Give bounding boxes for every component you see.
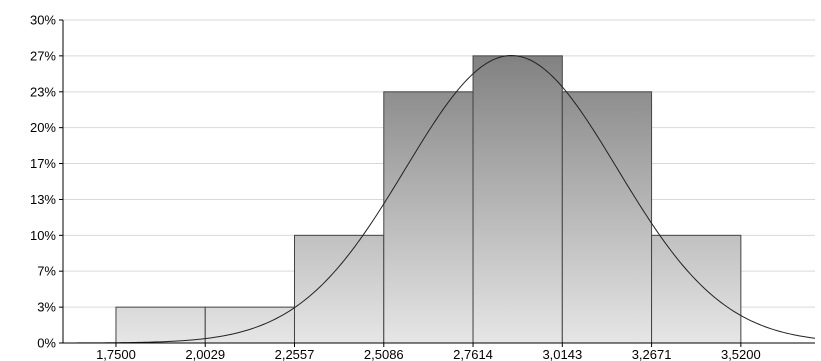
x-tick-label: 3,5200: [721, 347, 761, 361]
x-axis-ticks: 1,7500 2,0029 2,2557 2,5086 2,7614 3,0143 3,26…: [96, 343, 761, 361]
histogram-bar-4: [383, 91, 474, 344]
y-tick-label: 7%: [37, 264, 56, 279]
y-tick-label: 20%: [30, 120, 56, 135]
histogram-bar-7: [651, 234, 742, 344]
histogram-bar-5: [472, 55, 563, 344]
x-tick-label: 3,0143: [542, 347, 582, 361]
y-axis-ticks: 0% 3% 7% 10% 13% 17% 20% 23% 27% 30%: [30, 13, 63, 351]
y-tick-label: 23%: [30, 84, 56, 99]
x-tick-label: 2,2557: [275, 347, 315, 361]
histogram-bars: [115, 55, 742, 344]
normal-curve: [63, 55, 816, 344]
x-tick-label: 2,0029: [185, 347, 225, 361]
histogram-bar-1: [115, 306, 206, 344]
y-tick-label: 27%: [30, 48, 56, 63]
y-tick-label: 0%: [37, 336, 56, 351]
histogram-bar-3: [293, 234, 385, 344]
y-tick-label: 13%: [30, 192, 56, 207]
x-tick-label: 1,7500: [96, 347, 136, 361]
x-tick-label: 2,7614: [453, 347, 493, 361]
x-tick-label: 2,5086: [364, 347, 404, 361]
y-tick-label: 30%: [30, 13, 56, 28]
y-tick-label: 17%: [30, 156, 56, 171]
x-tick-label: 3,2671: [632, 347, 672, 361]
histogram-bar-6: [561, 91, 653, 344]
y-tick-label: 10%: [30, 228, 56, 243]
axes: [62, 20, 815, 344]
y-tick-label: 3%: [37, 300, 56, 315]
histogram-bar-2: [204, 306, 295, 344]
